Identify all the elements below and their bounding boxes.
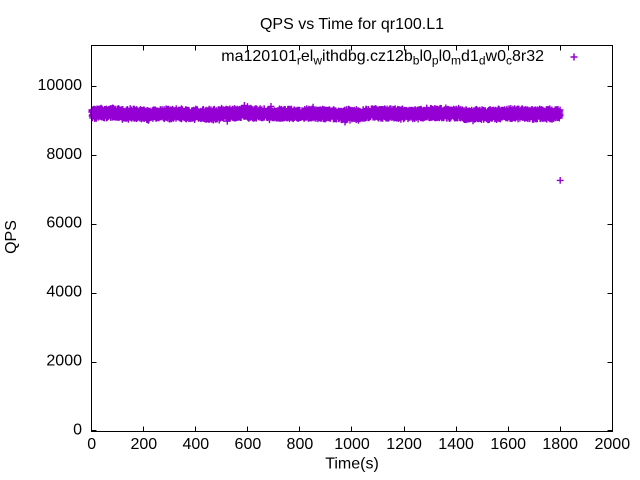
svg-text:10000: 10000 <box>38 77 83 94</box>
svg-text:2000: 2000 <box>595 436 631 453</box>
svg-text:8000: 8000 <box>46 146 82 163</box>
svg-text:1800: 1800 <box>542 436 578 453</box>
svg-text:1400: 1400 <box>438 436 474 453</box>
svg-text:1600: 1600 <box>490 436 526 453</box>
svg-text:4000: 4000 <box>46 284 82 301</box>
svg-text:0: 0 <box>73 422 82 439</box>
svg-text:400: 400 <box>182 436 209 453</box>
svg-text:2000: 2000 <box>46 353 82 370</box>
svg-text:1200: 1200 <box>386 436 422 453</box>
svg-text:ma120101relwithdbg.cz12bbl0pl0: ma120101relwithdbg.cz12bbl0pl0md1dw0c8r3… <box>221 48 544 68</box>
svg-text:Time(s): Time(s) <box>325 456 379 473</box>
svg-text:600: 600 <box>235 436 262 453</box>
svg-text:QPS: QPS <box>3 220 20 254</box>
svg-text:QPS vs Time for qr100.L1: QPS vs Time for qr100.L1 <box>260 16 444 33</box>
svg-text:1000: 1000 <box>334 436 370 453</box>
svg-text:0: 0 <box>87 436 96 453</box>
svg-text:6000: 6000 <box>46 215 82 232</box>
svg-text:800: 800 <box>287 436 314 453</box>
svg-text:200: 200 <box>130 436 157 453</box>
